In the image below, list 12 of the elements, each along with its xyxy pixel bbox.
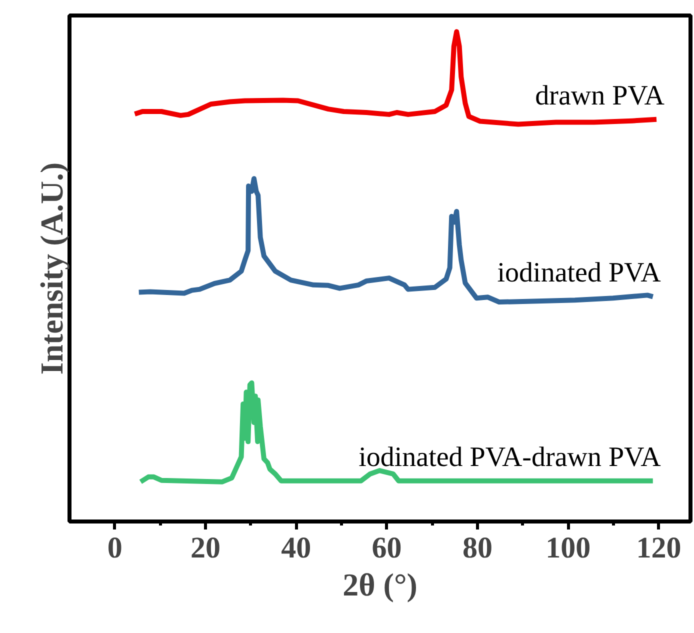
series-label: drawn PVA [535, 80, 666, 112]
x-tick-label: 120 [636, 532, 682, 564]
x-tick-label: 80 [462, 532, 492, 564]
x-tick-label: 0 [107, 532, 122, 564]
x-axis-title: 2θ (°) [342, 566, 418, 602]
x-tick-label: 20 [190, 532, 220, 564]
x-tick-label: 60 [372, 532, 402, 564]
series-label: iodinated PVA [497, 258, 662, 289]
x-tick-label: 40 [281, 532, 312, 564]
y-axis-title: Intensity (A.U.) [34, 162, 70, 375]
series-label: iodinated PVA-drawn PVA [358, 442, 662, 473]
x-tick-label: 100 [546, 532, 591, 564]
